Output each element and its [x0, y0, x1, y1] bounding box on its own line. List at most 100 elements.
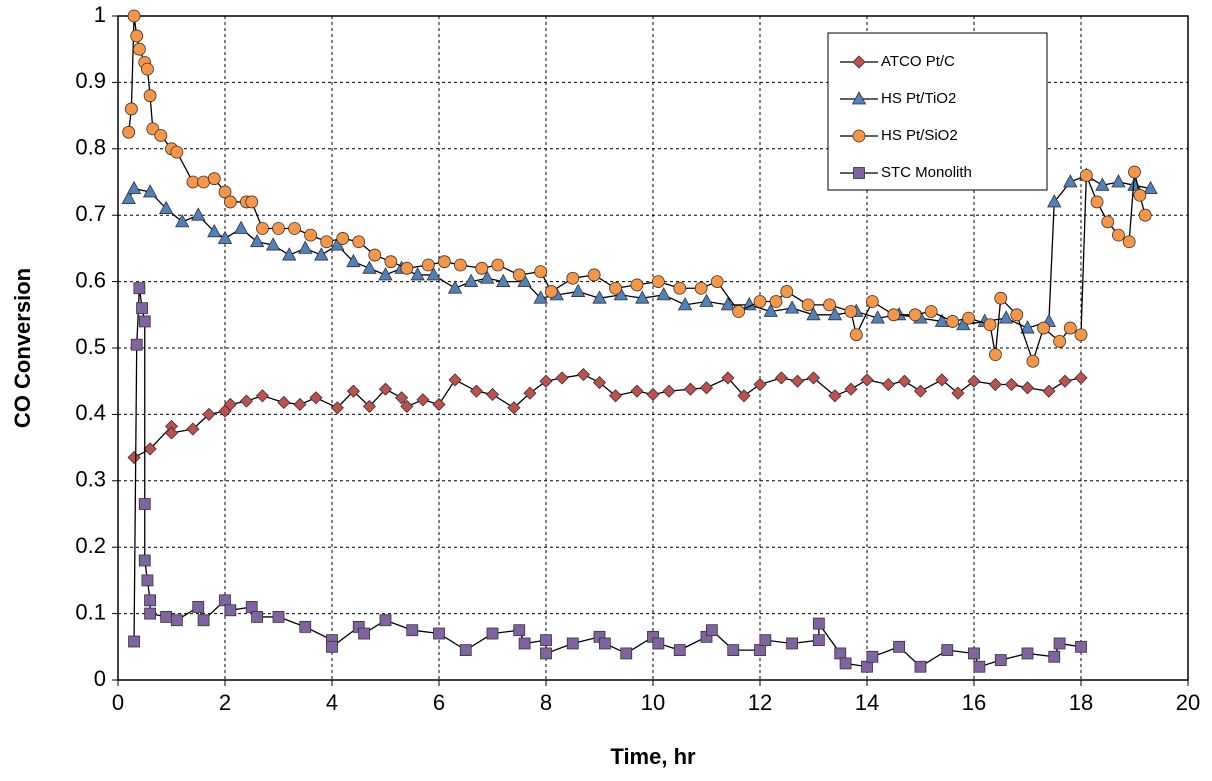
marker: [1053, 637, 1066, 650]
marker: [197, 614, 210, 627]
marker: [823, 298, 836, 312]
marker: [255, 389, 270, 403]
marker: [852, 129, 866, 143]
marker: [394, 391, 409, 405]
marker: [881, 377, 895, 392]
x-tick-label: 16: [962, 690, 986, 715]
marker: [887, 308, 901, 322]
marker: [406, 624, 419, 637]
marker: [1058, 374, 1072, 388]
marker: [272, 611, 285, 623]
marker: [127, 450, 141, 465]
marker: [737, 389, 751, 403]
marker: [164, 426, 179, 440]
marker: [358, 627, 371, 640]
marker: [780, 285, 794, 298]
marker: [1112, 228, 1125, 242]
marker: [1048, 650, 1061, 663]
marker: [282, 247, 297, 261]
marker: [416, 393, 430, 407]
marker: [721, 371, 735, 385]
marker: [245, 601, 258, 613]
marker: [486, 627, 499, 640]
marker: [753, 295, 767, 308]
marker: [1020, 381, 1035, 395]
marker: [989, 348, 1002, 362]
y-axis-title: CO Conversion: [10, 268, 35, 428]
y-tick-label: 0.6: [75, 267, 106, 292]
marker: [378, 267, 393, 281]
marker: [469, 384, 484, 398]
marker: [265, 237, 281, 251]
marker: [705, 624, 718, 637]
marker: [448, 373, 462, 387]
marker: [426, 267, 441, 281]
marker: [946, 315, 959, 328]
marker: [475, 261, 489, 275]
marker: [314, 247, 329, 261]
marker: [844, 305, 858, 318]
marker: [191, 207, 206, 221]
marker: [491, 258, 505, 272]
marker: [1090, 195, 1104, 209]
marker: [219, 594, 231, 607]
marker: [400, 399, 414, 413]
marker: [507, 401, 521, 415]
plot-border: [117, 15, 1189, 681]
y-tick-label: 0.7: [75, 201, 106, 226]
marker: [479, 270, 495, 284]
marker: [570, 283, 586, 297]
marker: [699, 293, 714, 307]
marker: [828, 389, 842, 403]
marker: [806, 371, 821, 385]
marker: [998, 310, 1014, 324]
marker: [154, 129, 168, 142]
legend-label: STC Monolith: [881, 164, 972, 181]
marker: [852, 55, 866, 69]
marker: [968, 647, 980, 660]
marker: [1101, 215, 1115, 229]
legend-label: HS Pt/SiO2: [881, 127, 958, 144]
marker: [646, 387, 660, 402]
marker: [861, 660, 873, 673]
marker: [699, 381, 714, 395]
marker: [732, 305, 745, 318]
marker: [138, 498, 151, 510]
marker: [790, 374, 805, 388]
y-tick-label: 0.2: [75, 533, 106, 558]
marker: [534, 265, 548, 279]
marker: [924, 305, 938, 318]
marker: [1074, 328, 1088, 342]
marker: [170, 145, 184, 159]
marker: [277, 395, 291, 410]
marker: [1074, 371, 1088, 385]
marker: [437, 255, 451, 269]
marker: [249, 233, 265, 248]
marker: [126, 180, 142, 195]
marker: [207, 172, 221, 186]
marker: [463, 273, 479, 287]
marker: [786, 637, 798, 650]
marker: [598, 637, 611, 650]
marker: [913, 384, 928, 398]
marker: [410, 267, 425, 281]
marker: [1042, 384, 1056, 398]
marker: [336, 232, 350, 245]
marker: [662, 384, 676, 398]
marker: [651, 275, 665, 289]
marker: [935, 373, 949, 387]
marker: [218, 185, 232, 199]
marker: [447, 280, 463, 294]
marker: [630, 384, 644, 398]
marker: [518, 637, 531, 650]
marker: [853, 167, 865, 179]
x-tick-label: 18: [1069, 690, 1093, 715]
marker: [587, 268, 601, 282]
x-tick-label: 20: [1176, 690, 1200, 715]
marker: [865, 295, 879, 308]
marker: [727, 644, 740, 657]
marker: [496, 273, 511, 287]
marker: [433, 627, 445, 640]
marker: [432, 397, 446, 412]
marker: [1020, 320, 1035, 334]
